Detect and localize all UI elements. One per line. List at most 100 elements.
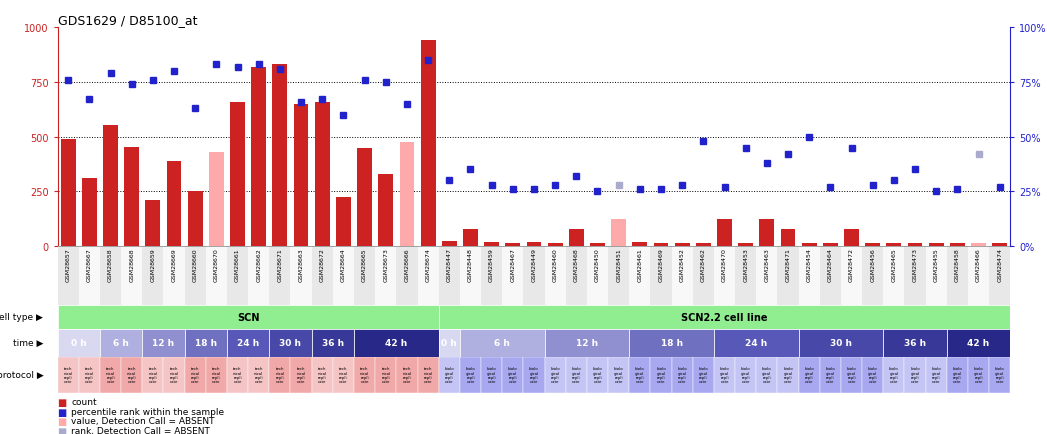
Bar [968, 357, 989, 393]
Bar [799, 329, 884, 357]
Bar [629, 247, 650, 305]
Text: tech
nical
repli
cate: tech nical repli cate [170, 367, 179, 383]
Bar [439, 305, 1010, 329]
Bar [591, 243, 605, 247]
Bar [756, 357, 778, 393]
Bar [778, 357, 799, 393]
Text: tech
nical
repli
cate: tech nical repli cate [402, 367, 411, 383]
Text: GSM28454: GSM28454 [807, 248, 811, 282]
Bar [926, 247, 946, 305]
Text: GSM28673: GSM28673 [383, 248, 388, 282]
Text: GSM28658: GSM28658 [108, 248, 113, 281]
Text: biolo
gical
repli
cate: biolo gical repli cate [698, 367, 708, 383]
Text: rank, Detection Call = ABSENT: rank, Detection Call = ABSENT [71, 426, 210, 434]
Bar [227, 329, 269, 357]
Bar [99, 329, 142, 357]
Bar [312, 247, 333, 305]
Bar [629, 329, 714, 357]
Text: SCN2.2 cell line: SCN2.2 cell line [682, 312, 767, 322]
Bar [778, 247, 799, 305]
Bar [884, 357, 905, 393]
Bar [905, 357, 926, 393]
Text: GSM28455: GSM28455 [934, 248, 939, 281]
Text: ■: ■ [58, 397, 67, 407]
Bar [887, 243, 901, 247]
Text: tech
nical
repli
cate: tech nical repli cate [211, 367, 221, 383]
Text: ■: ■ [58, 416, 67, 426]
Bar [565, 357, 587, 393]
Text: biolo
gical
repli
cate: biolo gical repli cate [444, 367, 454, 383]
Bar [950, 243, 965, 247]
Bar [506, 243, 520, 247]
Text: 6 h: 6 h [494, 339, 510, 348]
Bar [61, 140, 75, 247]
Bar [608, 247, 629, 305]
Bar [163, 247, 184, 305]
Text: tech
nical
repli
cate: tech nical repli cate [127, 367, 136, 383]
Bar [400, 143, 415, 247]
Bar [269, 329, 312, 357]
Text: ■: ■ [58, 407, 67, 417]
Text: protocol ▶: protocol ▶ [0, 371, 43, 379]
Bar [946, 247, 968, 305]
Text: 18 h: 18 h [195, 339, 217, 348]
Text: GSM28671: GSM28671 [277, 248, 283, 281]
Text: biolo
gical
repli
cate: biolo gical repli cate [529, 367, 539, 383]
Text: tech
nical
repli
cate: tech nical repli cate [106, 367, 115, 383]
Text: biolo
gical
repli
cate: biolo gical repli cate [932, 367, 941, 383]
Bar [946, 357, 968, 393]
Bar [650, 247, 671, 305]
Text: GSM28664: GSM28664 [341, 248, 346, 281]
Text: count: count [71, 397, 96, 406]
Bar [524, 357, 544, 393]
Bar [929, 243, 943, 247]
Text: 42 h: 42 h [385, 339, 407, 348]
Bar [820, 247, 841, 305]
Bar [163, 357, 184, 393]
Text: GSM28672: GSM28672 [319, 248, 325, 282]
Bar [823, 243, 838, 247]
Bar [58, 329, 99, 357]
Text: tech
nical
repli
cate: tech nical repli cate [423, 367, 432, 383]
Bar [121, 247, 142, 305]
Bar [184, 329, 227, 357]
Bar [58, 357, 79, 393]
Text: tech
nical
repli
cate: tech nical repli cate [254, 367, 264, 383]
Text: 0 h: 0 h [442, 339, 458, 348]
Bar [587, 357, 608, 393]
Bar [884, 247, 905, 305]
Bar [674, 243, 690, 247]
Text: percentile rank within the sample: percentile rank within the sample [71, 407, 224, 416]
Bar [442, 241, 456, 247]
Text: biolo
gical
repli
cate: biolo gical repli cate [656, 367, 666, 383]
Bar [565, 247, 587, 305]
Text: GSM28464: GSM28464 [828, 248, 832, 282]
Bar [671, 247, 693, 305]
Bar [146, 201, 160, 247]
Text: biolo
gical
repli
cate: biolo gical repli cate [572, 367, 581, 383]
Bar [184, 357, 206, 393]
Text: GSM28447: GSM28447 [447, 248, 451, 282]
Bar [58, 305, 439, 329]
Bar [759, 219, 775, 247]
Bar [484, 242, 499, 247]
Bar [629, 357, 650, 393]
Text: 18 h: 18 h [661, 339, 683, 348]
Bar [972, 243, 986, 247]
Bar [293, 105, 309, 247]
Text: 12 h: 12 h [153, 339, 175, 348]
Bar [503, 247, 524, 305]
Bar [418, 357, 439, 393]
Bar [781, 229, 796, 247]
Text: biolo
gical
repli
cate: biolo gical repli cate [974, 367, 983, 383]
Bar [248, 247, 269, 305]
Bar [269, 247, 290, 305]
Bar [333, 357, 354, 393]
Bar [841, 247, 862, 305]
Text: tech
nical
repli
cate: tech nical repli cate [149, 367, 157, 383]
Bar [865, 243, 881, 247]
Text: GSM28462: GSM28462 [700, 248, 706, 282]
Text: tech
nical
repli
cate: tech nical repli cate [64, 367, 73, 383]
Bar [142, 329, 184, 357]
Text: ■: ■ [58, 426, 67, 434]
